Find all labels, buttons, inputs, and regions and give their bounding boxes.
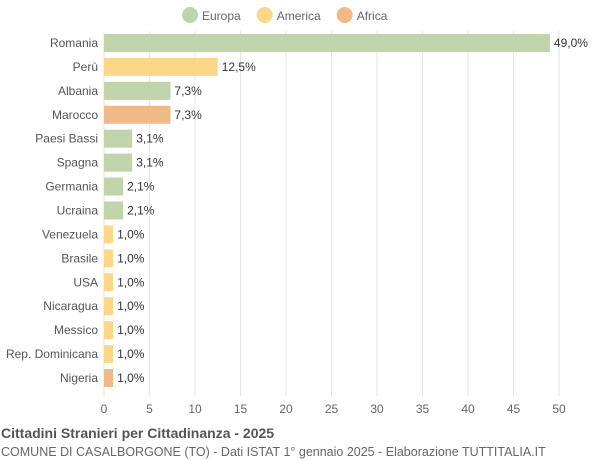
x-tick-label: 30 — [370, 402, 384, 416]
category-label: Nigeria — [60, 371, 98, 385]
x-tick-label: 15 — [234, 402, 248, 416]
bar — [104, 105, 171, 124]
bar — [104, 297, 114, 316]
legend-marker — [182, 7, 198, 23]
bar — [104, 345, 114, 364]
x-tick-label: 50 — [552, 402, 566, 416]
data-label: 49,0% — [554, 36, 588, 50]
category-label: Germania — [45, 180, 98, 194]
data-label: 1,0% — [117, 323, 145, 337]
bar — [104, 273, 114, 292]
bar — [104, 81, 171, 100]
category-label: USA — [73, 275, 98, 289]
legend-label: Europa — [202, 9, 241, 23]
legend-marker — [336, 7, 353, 23]
data-label: 12,5% — [222, 60, 256, 74]
x-tick-label: 5 — [146, 402, 153, 416]
category-label: Brasile — [61, 251, 98, 265]
category-label: Paesi Bassi — [35, 132, 98, 146]
category-label: Spagna — [57, 156, 99, 170]
legend-marker — [256, 7, 273, 23]
x-tick-label: 45 — [507, 402, 521, 416]
bar — [104, 153, 133, 172]
category-label: Rep. Dominicana — [6, 347, 98, 361]
bar — [104, 225, 114, 244]
data-label: 1,0% — [117, 371, 145, 385]
bar — [104, 249, 114, 268]
data-label: 1,0% — [117, 251, 145, 265]
chart-title: Cittadini Stranieri per Cittadinanza - 2… — [1, 425, 275, 441]
bar — [104, 177, 124, 196]
data-label: 2,1% — [127, 203, 155, 217]
chart-subtitle: COMUNE DI CASALBORGONE (TO) - Dati ISTAT… — [1, 445, 546, 459]
data-label: 3,1% — [136, 156, 164, 170]
x-tick-label: 40 — [461, 402, 475, 416]
data-label: 1,0% — [117, 347, 145, 361]
bar — [104, 129, 133, 148]
legend-label: America — [277, 9, 321, 23]
data-label: 7,3% — [174, 84, 202, 98]
bar — [104, 57, 218, 76]
bar — [104, 368, 114, 387]
x-tick-label: 10 — [188, 402, 202, 416]
category-label: Nicaragua — [43, 299, 98, 313]
data-label: 1,0% — [117, 275, 145, 289]
bar — [104, 201, 124, 220]
x-tick-label: 20 — [279, 402, 293, 416]
bar — [104, 33, 550, 52]
category-label: Albania — [58, 84, 98, 98]
category-label: Messico — [54, 323, 98, 337]
category-label: Perù — [73, 60, 98, 74]
legend-label: Africa — [357, 9, 388, 23]
category-label: Romania — [50, 36, 98, 50]
category-label: Venezuela — [42, 227, 98, 241]
data-label: 7,3% — [174, 108, 202, 122]
category-label: Marocco — [52, 108, 98, 122]
x-tick-label: 35 — [416, 402, 430, 416]
data-label: 1,0% — [117, 227, 145, 241]
bar — [104, 321, 114, 340]
data-label: 3,1% — [136, 132, 164, 146]
x-tick-label: 25 — [325, 402, 339, 416]
bar-chart: 0 5 10 15 20 25 30 35 40 45 50 Romania 49,0% Perù 12,5… — [6, 7, 588, 416]
data-label: 1,0% — [117, 299, 145, 313]
data-label: 2,1% — [127, 180, 155, 194]
x-tick-label: 0 — [101, 402, 108, 416]
category-label: Ucraina — [57, 203, 99, 217]
